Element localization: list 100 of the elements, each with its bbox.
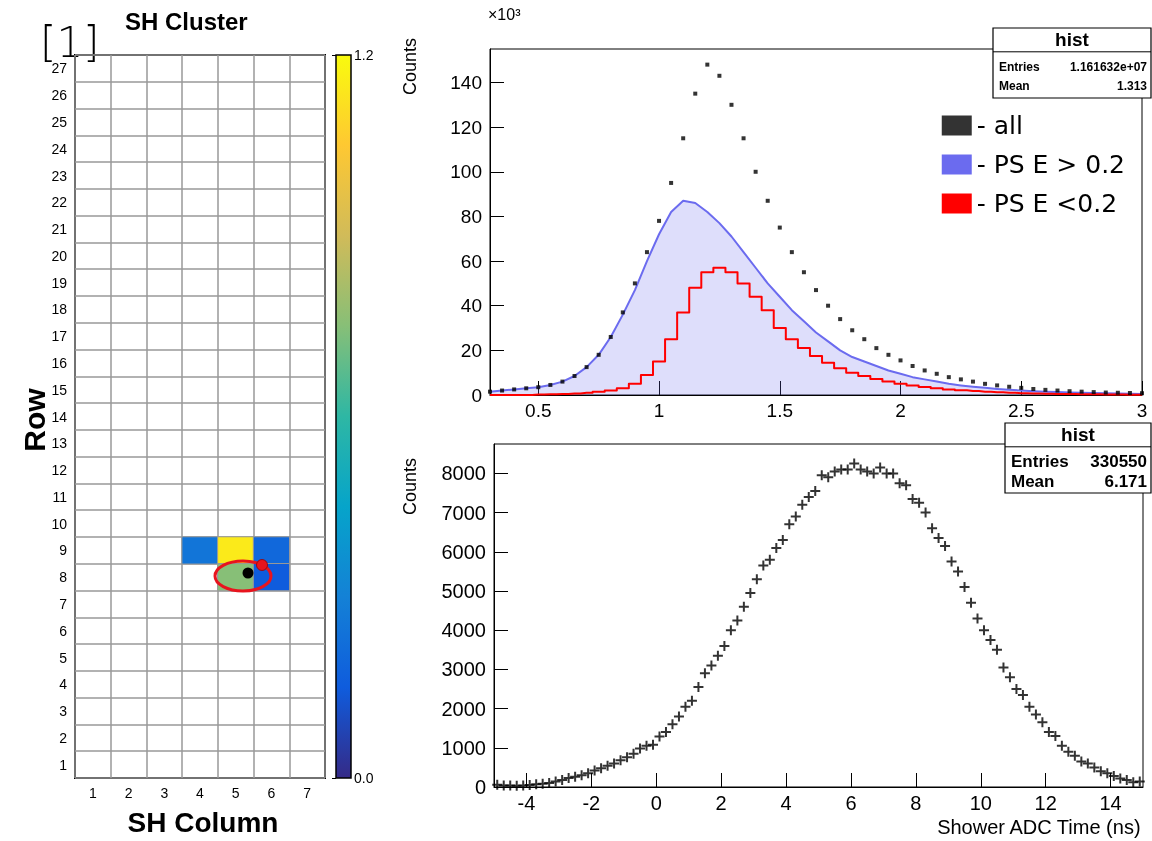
y-tick-label: 60 xyxy=(460,250,482,272)
x-tick-label: 12 xyxy=(1034,792,1057,814)
point xyxy=(1043,387,1048,392)
y-tick-label: 7000 xyxy=(441,501,486,524)
x-tick-label: 6 xyxy=(267,785,276,801)
y-tick-label: 11 xyxy=(52,488,68,505)
point xyxy=(970,379,975,384)
point xyxy=(922,368,927,373)
point xyxy=(693,91,698,96)
point xyxy=(488,389,492,394)
point xyxy=(995,383,1000,388)
y-tick-label: 19 xyxy=(51,274,68,291)
color-bar-label: 1.2 xyxy=(354,47,374,63)
point xyxy=(644,250,649,255)
y-tick-label: 4 xyxy=(59,676,68,693)
point xyxy=(1079,389,1084,394)
point xyxy=(524,386,529,391)
y-tick-label: 26 xyxy=(51,87,68,104)
point xyxy=(850,328,855,333)
point xyxy=(789,250,794,255)
point xyxy=(536,385,541,390)
point xyxy=(500,388,505,393)
point xyxy=(669,180,674,185)
y-tick-label: 80 xyxy=(460,205,482,227)
x-axis-title: Shower ADC Time (ns) xyxy=(937,816,1141,838)
point xyxy=(1140,391,1144,396)
point xyxy=(512,387,517,392)
annotation: 6.171 xyxy=(1104,471,1147,491)
x-tick-label: 5 xyxy=(231,785,240,801)
legend-label: - PS E > 0.2 xyxy=(976,150,1126,179)
x-tick-label: 1.5 xyxy=(766,400,793,421)
x-tick-label: 2.5 xyxy=(1008,400,1035,421)
point xyxy=(705,62,710,67)
point xyxy=(983,381,988,386)
y-tick-label: 24 xyxy=(51,140,68,157)
y-tick-label: 23 xyxy=(51,167,68,184)
point xyxy=(741,136,746,141)
x-tick-label: 4 xyxy=(780,792,792,814)
point xyxy=(862,337,867,342)
point xyxy=(801,270,806,275)
x-tick-label: 10 xyxy=(969,792,992,814)
annotation: Entries xyxy=(999,59,1041,74)
point xyxy=(632,281,637,286)
point xyxy=(657,218,662,223)
y-tick-label: 3 xyxy=(59,703,68,720)
y-tick-label: 17 xyxy=(51,328,68,345)
y-axis-title: Row xyxy=(17,387,51,452)
point xyxy=(717,73,722,78)
point xyxy=(777,225,782,230)
y-axis-title: Counts xyxy=(400,458,420,516)
point xyxy=(886,352,891,357)
point xyxy=(946,375,951,380)
x-tick-label: 3 xyxy=(1136,400,1148,421)
y-tick-label: 6000 xyxy=(441,540,486,563)
legend-label: - PS E <0.2 xyxy=(976,189,1118,218)
point xyxy=(910,363,915,368)
x-tick-label: 1 xyxy=(653,400,665,421)
point xyxy=(1115,390,1120,395)
x-tick-label: 3 xyxy=(160,785,169,801)
annotation: hist xyxy=(1055,29,1090,51)
x-tick-label: 2 xyxy=(124,785,133,801)
y-tick-label: 2000 xyxy=(441,697,486,720)
x-axis-title: SH Column xyxy=(127,806,279,838)
annotation: Entries xyxy=(1011,452,1069,471)
y-tick-label: 5000 xyxy=(441,580,486,602)
point xyxy=(681,136,686,141)
point xyxy=(934,371,939,376)
y-axis-title: Counts xyxy=(400,38,420,96)
y-tick-label: 7 xyxy=(59,595,68,612)
point xyxy=(765,198,770,203)
point xyxy=(548,382,553,387)
point xyxy=(1019,385,1024,390)
point xyxy=(620,310,625,315)
y-tick-label: 8000 xyxy=(441,462,486,485)
x-tick-label: -2 xyxy=(582,792,601,814)
point xyxy=(1055,388,1060,393)
point xyxy=(1067,389,1072,394)
y-tick-label: 22 xyxy=(51,194,68,211)
y-tick-label: 16 xyxy=(51,354,68,371)
x-tick-label: 1 xyxy=(88,785,97,801)
color-bar-label: 0.0 xyxy=(354,770,374,786)
annotation: Mean xyxy=(999,79,1030,94)
y-tick-label: 120 xyxy=(450,116,482,138)
point xyxy=(1091,390,1096,395)
point xyxy=(826,303,831,308)
y-tick-label: 20 xyxy=(460,339,482,361)
y-tick-label: 4000 xyxy=(441,619,486,642)
y-tick-label: 21 xyxy=(51,221,68,238)
point xyxy=(753,169,758,174)
point xyxy=(898,358,903,363)
point xyxy=(1103,390,1108,395)
y-tick-label: 25 xyxy=(51,113,68,130)
x-tick-label: 14 xyxy=(1099,792,1122,814)
point xyxy=(596,352,601,357)
y-tick-label: 2 xyxy=(59,729,68,746)
point xyxy=(1007,384,1012,389)
point xyxy=(560,379,565,384)
point xyxy=(1031,386,1036,391)
x-tick-label: 0 xyxy=(650,792,662,814)
y-tick-label: 15 xyxy=(51,381,68,398)
